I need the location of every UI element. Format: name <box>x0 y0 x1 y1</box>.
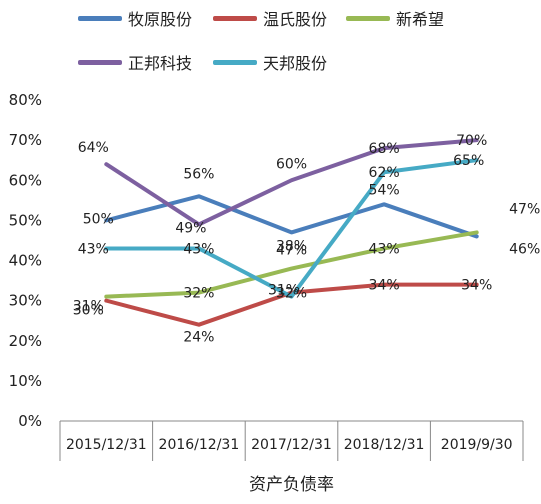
series-line-2 <box>104 230 479 299</box>
data-label: 65% <box>453 153 484 169</box>
data-label: 62% <box>369 165 400 181</box>
data-label: 38% <box>276 239 307 255</box>
legend-label-muyuan: 牧原股份 <box>128 10 193 29</box>
data-label: 24% <box>183 330 214 346</box>
legend-item-zhengbang: 正邦科技 <box>78 50 192 74</box>
legend-item-muyuan: 牧原股份 <box>78 6 192 30</box>
data-label: 64% <box>78 140 109 156</box>
y-tick-label: 50% <box>9 211 42 229</box>
legend-swatch-muyuan <box>78 15 122 21</box>
x-tick-label: 2019/9/30 <box>441 437 513 453</box>
data-label: 43% <box>183 241 214 257</box>
legend-label-newhope: 新希望 <box>396 10 445 29</box>
legend-label-zhengbang: 正邦科技 <box>128 54 193 73</box>
data-label: 30% <box>73 303 104 319</box>
data-label: 60% <box>276 156 307 172</box>
x-tick-label: 2016/12/31 <box>159 437 240 453</box>
legend-item-newhope: 新希望 <box>346 6 444 30</box>
data-label: 70% <box>456 133 487 149</box>
legend-label-wens: 温氏股份 <box>263 10 328 29</box>
y-tick-label: 30% <box>9 292 42 310</box>
data-label: 49% <box>175 220 206 236</box>
series-line-4 <box>104 158 479 299</box>
legend-swatch-tianbang <box>213 59 257 65</box>
data-label: 43% <box>369 241 400 257</box>
data-label: 47% <box>509 201 540 217</box>
y-tick-label: 60% <box>9 171 42 189</box>
data-label: 43% <box>78 241 109 257</box>
data-label: 34% <box>461 278 492 294</box>
data-label: 32% <box>183 286 214 302</box>
x-tick-label: 2018/12/31 <box>344 437 425 453</box>
y-tick-label: 40% <box>9 252 42 270</box>
y-tick-label: 20% <box>9 332 42 350</box>
data-label: 34% <box>369 278 400 294</box>
data-label: 47% <box>276 242 307 258</box>
legend-item-tianbang: 天邦股份 <box>213 50 327 74</box>
legend-swatch-newhope <box>346 15 390 21</box>
x-tick-label: 2015/12/31 <box>66 437 147 453</box>
data-label: 46% <box>509 241 540 257</box>
data-label: 54% <box>369 182 400 198</box>
data-label: 50% <box>83 211 114 227</box>
x-tick-label: 2017/12/31 <box>251 437 332 453</box>
legend-label-tianbang: 天邦股份 <box>263 54 328 73</box>
data-label: 68% <box>369 141 400 157</box>
data-label: 32% <box>276 286 307 302</box>
legend-swatch-wens <box>213 15 257 21</box>
y-tick-label: 70% <box>9 131 42 149</box>
x-axis-title: 资产负债率 <box>249 475 334 495</box>
legend-item-wens: 温氏股份 <box>213 6 327 30</box>
y-tick-label: 0% <box>18 412 42 430</box>
data-label: 56% <box>183 166 214 182</box>
y-tick-label: 10% <box>9 372 42 390</box>
legend-swatch-zhengbang <box>78 59 122 65</box>
data-label: 31% <box>73 299 104 315</box>
y-tick-label: 80% <box>9 91 42 109</box>
series-line-3 <box>104 138 479 227</box>
series-line-1 <box>104 282 479 327</box>
data-label: 31% <box>268 283 299 299</box>
